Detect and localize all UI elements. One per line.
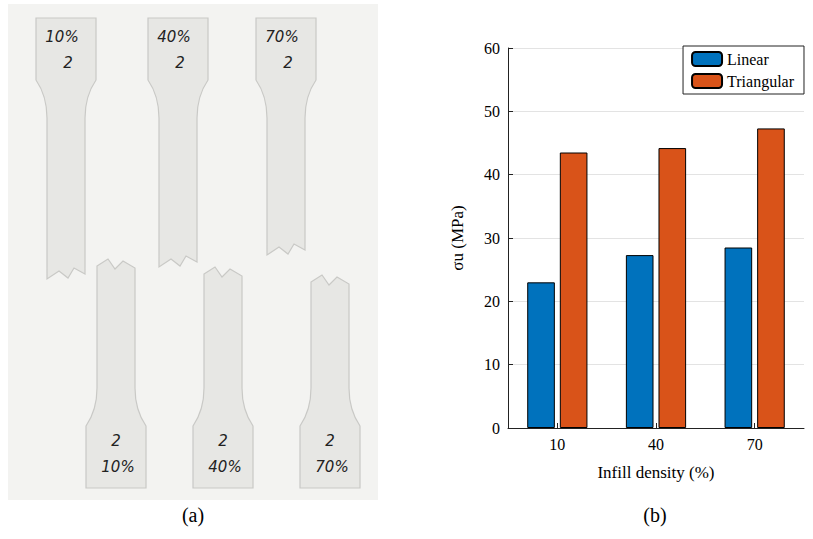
svg-text:10: 10: [549, 436, 565, 453]
svg-text:40%: 40%: [208, 458, 241, 476]
svg-text:σu (MPa): σu (MPa): [448, 205, 467, 270]
svg-text:2: 2: [218, 432, 228, 450]
svg-text:10%: 10%: [45, 28, 78, 46]
svg-text:10%: 10%: [101, 458, 134, 476]
svg-text:70%: 70%: [315, 458, 348, 476]
svg-text:0: 0: [492, 420, 500, 437]
svg-text:20: 20: [484, 293, 500, 310]
svg-text:10: 10: [484, 356, 500, 373]
html-text:(b): (b): [643, 504, 667, 526]
html-text:(a): (a): [181, 504, 205, 526]
svg-text:2: 2: [111, 432, 121, 450]
svg-text:2: 2: [325, 432, 335, 450]
svg-text:2: 2: [63, 54, 73, 72]
svg-text:60: 60: [484, 40, 500, 57]
svg-text:40: 40: [648, 436, 664, 453]
svg-text:70%: 70%: [265, 28, 298, 46]
svg-text:30: 30: [484, 230, 500, 247]
svg-text:70: 70: [747, 436, 763, 453]
svg-text:Linear: Linear: [727, 51, 769, 68]
svg-text:Infill density (%): Infill density (%): [597, 463, 714, 482]
svg-text:Triangular: Triangular: [727, 73, 795, 91]
svg-text:40: 40: [484, 166, 500, 183]
svg-text:50: 50: [484, 103, 500, 120]
svg-text:2: 2: [175, 54, 185, 72]
svg-text:40%: 40%: [157, 28, 190, 46]
svg-text:2: 2: [283, 54, 293, 72]
